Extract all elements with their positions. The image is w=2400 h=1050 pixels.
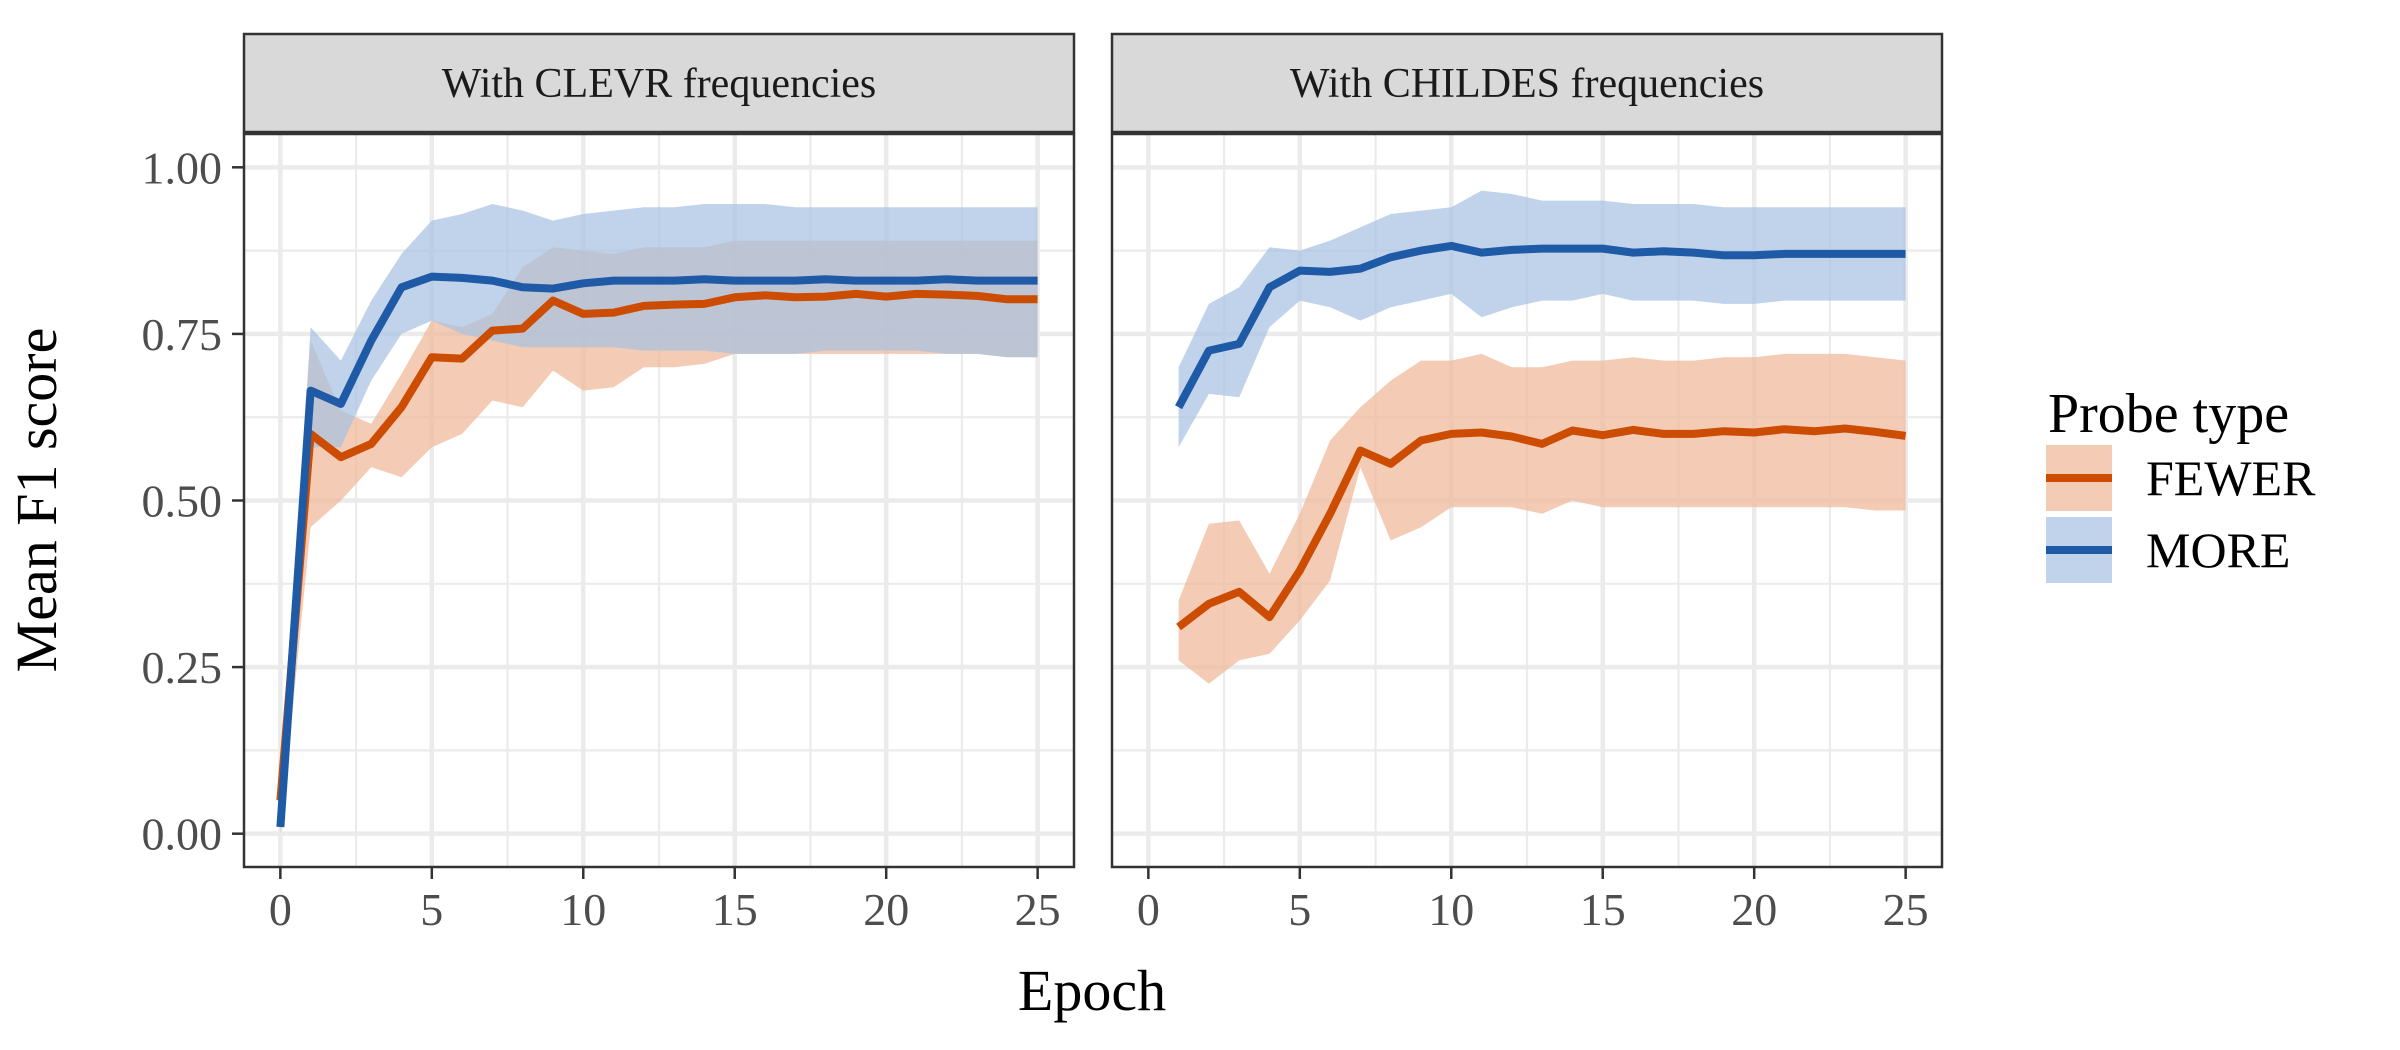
x-tick-label: 5 (1288, 884, 1311, 935)
y-axis-title: Mean F1 score (4, 328, 69, 673)
series-line-fewer (1176, 424, 1907, 631)
y-tick-label: 0.75 (142, 309, 223, 360)
axes: 0 5 10 15 20 25 0 5 10 15 20 25 0.00 0.25 0.50 0.75 1.00 (142, 142, 1929, 935)
y-tick-label: 0.50 (142, 476, 223, 527)
panel-strip (242, 32, 1076, 134)
y-tick-label: 0.25 (142, 642, 223, 693)
legend-entry-more: MORE (2046, 517, 2290, 583)
x-tick-label: 15 (712, 884, 758, 935)
x-tick-label: 10 (1428, 884, 1474, 935)
x-tick-label: 5 (420, 884, 443, 935)
x-tick-label: 0 (1137, 884, 1160, 935)
ribbon-fewer (1178, 353, 1906, 684)
legend: Probe type FEWER MORE (2046, 383, 2316, 583)
x-tick-label: 0 (269, 884, 292, 935)
x-axis-title: Epoch (1018, 958, 1166, 1023)
y-tick-label: 0.00 (142, 809, 223, 860)
x-tick-label: 10 (560, 884, 606, 935)
x-tick-label: 20 (1731, 884, 1777, 935)
panel-border (1110, 132, 1944, 869)
x-tick-label: 25 (1883, 884, 1929, 935)
series-line-more (276, 272, 1038, 828)
series-line-more (1175, 241, 1906, 410)
legend-title: Probe type (2048, 383, 2289, 445)
x-tick-label: 15 (1580, 884, 1626, 935)
y-tick-label: 1.00 (142, 142, 223, 193)
panel-1: With CLEVR frequencies (242, 32, 1076, 869)
panel-2: With CHILDES frequencies (1110, 32, 1944, 869)
ribbon-more (280, 204, 1038, 834)
legend-label: FEWER (2146, 450, 2316, 506)
panels: With CLEVR frequencies With CHILDES frequ… (242, 32, 1944, 869)
ribbon-fewer (280, 240, 1038, 834)
panel-strip-label: With CHILDES frequencies (1290, 61, 1764, 107)
series-line-fewer (276, 289, 1038, 801)
x-tick-label: 25 (1015, 884, 1061, 935)
legend-entry-fewer: FEWER (2046, 445, 2316, 511)
x-tick-label: 20 (863, 884, 909, 935)
panel-strip-label: With CLEVR frequencies (442, 61, 877, 107)
legend-label: MORE (2146, 522, 2290, 578)
panel-strip (1110, 32, 1944, 134)
